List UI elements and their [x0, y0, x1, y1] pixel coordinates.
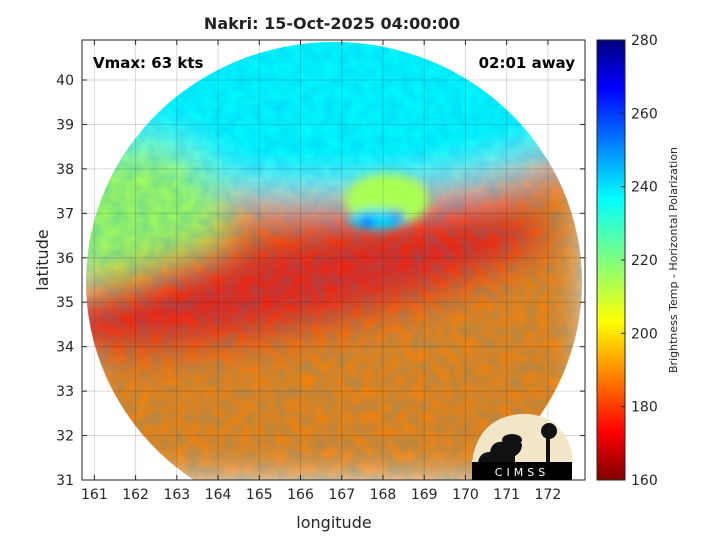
- colorbar-tick-label: 180: [631, 400, 658, 416]
- x-axis-label: longitude: [296, 513, 371, 532]
- y-axis: 31 32 33 34 35 36 37 38 39 40: [56, 73, 585, 489]
- y-tick-label: 34: [56, 340, 74, 356]
- x-tick-label: 162: [122, 487, 149, 503]
- y-tick-label: 38: [56, 162, 74, 178]
- y-tick-label: 39: [56, 117, 74, 133]
- x-axis: 161 162 163 164 165 166 167 168 169 170 171 172: [81, 40, 561, 503]
- colorbar: [596, 39, 626, 481]
- y-tick-label: 32: [56, 429, 74, 445]
- y-axis-label: latitude: [33, 229, 52, 290]
- x-tick-label: 170: [452, 487, 479, 503]
- colorbar-tick-label: 220: [631, 253, 658, 269]
- y-tick-label: 35: [56, 295, 74, 311]
- vmax-annotation: Vmax: 63 kts: [93, 54, 203, 72]
- core-hot-2: [389, 211, 404, 220]
- axes-box: [81, 39, 586, 481]
- grid-lines: [82, 40, 585, 481]
- cimss-logo: CIMSS: [472, 413, 572, 480]
- x-tick-label: 166: [287, 487, 314, 503]
- x-tick-label: 171: [493, 487, 520, 503]
- x-tick-label: 163: [163, 487, 190, 503]
- x-tick-label: 172: [535, 487, 562, 503]
- chart-title: Nakri: 15-Oct-2025 04:00:00: [203, 14, 461, 33]
- colorbar-tick-label: 280: [631, 33, 658, 49]
- x-tick-label: 161: [81, 487, 108, 503]
- x-tick-label: 165: [246, 487, 273, 503]
- y-tick-label: 40: [56, 73, 74, 89]
- x-tick-label: 169: [411, 487, 438, 503]
- colorbar-ticks: 160 180 200 220 240 260 280: [621, 33, 658, 489]
- colorbar-tick-label: 200: [631, 326, 658, 342]
- logo-text: CIMSS: [495, 466, 549, 479]
- heatmap-swath: [86, 42, 582, 480]
- y-tick-label: 33: [56, 384, 74, 400]
- core-hot-1: [360, 216, 373, 227]
- y-tick-label: 36: [56, 251, 74, 267]
- colorbar-label: Brightness Temp - Horizontal Polarizatio…: [667, 147, 680, 373]
- colorbar-tick-label: 260: [631, 106, 658, 122]
- x-tick-label: 167: [328, 487, 355, 503]
- y-tick-label: 31: [56, 473, 74, 489]
- x-tick-label: 164: [205, 487, 232, 503]
- x-tick-label: 168: [370, 487, 397, 503]
- colorbar-tick-label: 160: [631, 473, 658, 489]
- y-tick-label: 37: [56, 206, 74, 222]
- time-away-annotation: 02:01 away: [479, 54, 576, 72]
- colorbar-tick-label: 240: [631, 180, 658, 196]
